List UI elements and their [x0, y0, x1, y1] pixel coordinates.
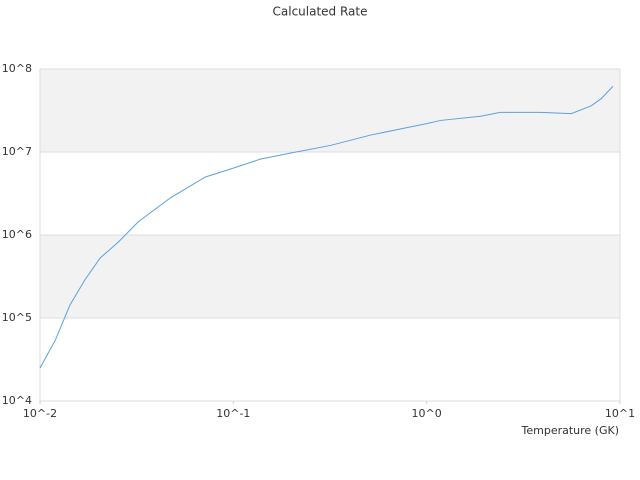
x-tick-label: 10^0 [412, 407, 442, 420]
y-tick-label: 10^5 [2, 311, 32, 324]
chart-title: Calculated Rate [273, 5, 368, 19]
x-tick-label: 10^-2 [23, 407, 57, 420]
x-tick-label: 10^1 [605, 407, 635, 420]
y-tick-label: 10^7 [2, 145, 32, 158]
y-tick-label: 10^8 [2, 62, 32, 75]
grid-band [40, 235, 620, 318]
y-tick-label: 10^6 [2, 228, 32, 241]
x-axis-label: Temperature (GK) [521, 424, 620, 437]
data-line [39, 85, 614, 369]
y-tick-label: 10^4 [2, 394, 32, 407]
x-tick-label: 10^-1 [216, 407, 250, 420]
grid-band [40, 69, 620, 152]
